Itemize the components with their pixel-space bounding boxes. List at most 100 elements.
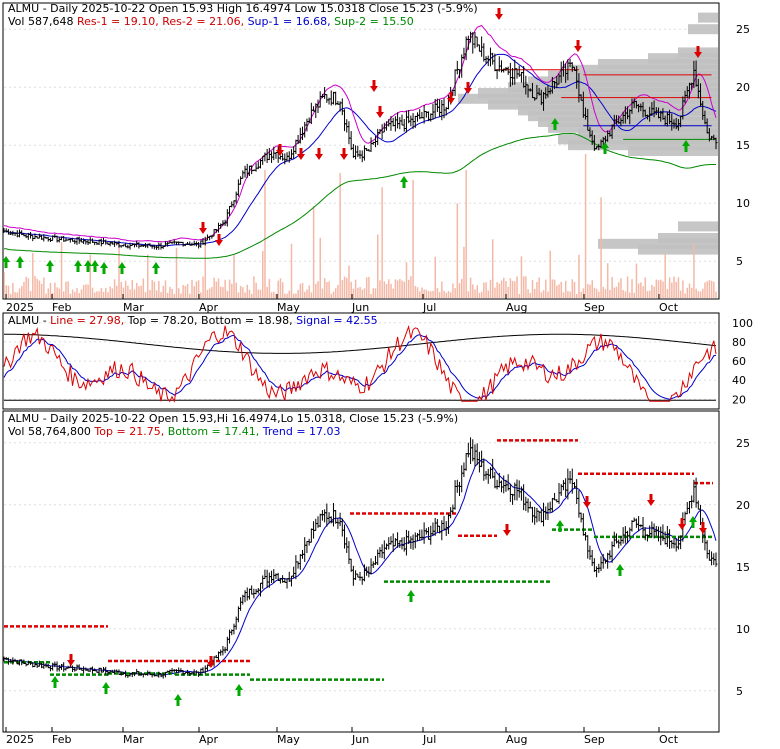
oscillator-panel: 100 80 60 40 20 ALMU - Line = 27.98, Top = 7…	[2, 312, 753, 410]
trend-header-line1: ALMU - Daily 2025-10-22 Open 15.93,Hi 16…	[8, 412, 458, 425]
volume-bar	[600, 197, 602, 298]
volume-bar	[646, 290, 649, 298]
volume-bar	[447, 291, 450, 298]
volume-bar	[226, 290, 229, 298]
volume-bar	[476, 285, 478, 298]
volume-bar	[507, 286, 509, 298]
volume-bar	[63, 291, 65, 298]
volume-bar	[662, 281, 664, 298]
volume-bar	[618, 282, 620, 298]
volume-bar	[682, 280, 684, 298]
volume-bar	[27, 278, 30, 298]
volume-bar	[629, 292, 631, 298]
y-tick-label: 15	[736, 561, 750, 574]
buy-arrow-icon	[100, 262, 108, 274]
volume-bar	[281, 282, 284, 298]
volume-bar	[341, 280, 344, 298]
header-segment: Bottom = 18.98,	[198, 314, 293, 327]
volume-bar	[655, 279, 658, 298]
volume-bar	[587, 284, 589, 298]
volume-bar	[500, 280, 503, 298]
volume-bar	[635, 263, 638, 298]
volume-bar	[184, 286, 187, 298]
volume-bar	[54, 282, 56, 298]
volume-bar	[518, 293, 521, 298]
x-tick-label: Jul	[422, 733, 436, 745]
volume-bar	[487, 290, 490, 298]
volume-bar	[308, 285, 310, 298]
volume-bar	[531, 279, 534, 298]
volume-bar	[147, 254, 149, 298]
volume-bar	[606, 263, 609, 298]
volume-bar	[536, 282, 538, 298]
x-tick-label: Feb	[52, 301, 71, 314]
volume-bar	[595, 288, 598, 298]
profile-bar	[648, 53, 718, 64]
volume-bar	[399, 278, 401, 298]
volume-bar	[611, 276, 613, 298]
volume-bar	[361, 289, 364, 298]
volume-bar	[461, 278, 463, 298]
volume-bar	[277, 280, 279, 298]
volume-bar	[171, 288, 173, 298]
volume-bar	[653, 286, 655, 298]
volume-bar	[155, 290, 158, 298]
y-tick-label: 100	[732, 317, 753, 330]
volume-bar	[350, 281, 352, 298]
volume-bar	[310, 292, 313, 298]
volume-bar	[372, 288, 375, 298]
profile-bar	[658, 233, 718, 243]
buy-arrow-icon	[556, 520, 564, 532]
volume-bar	[436, 287, 439, 298]
volume-bar	[266, 286, 268, 298]
volume-bar	[162, 285, 165, 298]
volume-bar	[118, 242, 120, 298]
volume-bar	[454, 288, 456, 298]
volume-bar	[257, 289, 260, 298]
volume-bar	[533, 288, 536, 298]
volume-bar	[480, 291, 483, 298]
volume-bar	[613, 287, 616, 298]
sell-arrow-icon	[199, 222, 207, 234]
volume-bar	[288, 290, 291, 298]
volume-bar	[337, 284, 339, 298]
volume-bar	[195, 281, 198, 298]
volume-bar	[200, 292, 202, 298]
volume-bar	[43, 277, 45, 298]
volume-bar	[14, 292, 16, 298]
volume-bar	[40, 283, 43, 298]
oscillator-line	[3, 324, 717, 403]
sell-arrow-icon	[694, 46, 702, 58]
volume-bar	[642, 286, 644, 298]
volume-bar	[547, 291, 549, 298]
volume-bar	[250, 293, 253, 298]
volume-bar	[301, 283, 304, 298]
volume-bar	[529, 292, 532, 298]
volume-bar	[390, 283, 392, 298]
volume-bar	[124, 280, 127, 298]
volume-bar	[359, 287, 361, 298]
header-segment: Res-1 = 19.10,	[73, 15, 158, 28]
volume-bar	[270, 292, 273, 298]
volume-bar	[93, 292, 96, 298]
volume-bar	[690, 287, 693, 298]
volume-bar	[414, 286, 417, 298]
volume-bar	[127, 285, 129, 298]
volume-bar	[407, 279, 410, 298]
volume-bar	[633, 292, 635, 298]
volume-bar	[392, 288, 394, 298]
x-tick-label: Mar	[123, 301, 144, 314]
volume-bar	[193, 286, 195, 298]
y-tick-label: 40	[732, 374, 746, 387]
volume-bar	[279, 278, 282, 298]
volume-bar	[702, 288, 704, 298]
volume-bar	[620, 278, 622, 298]
volume-bar	[76, 288, 78, 298]
volume-bar	[441, 281, 443, 298]
volume-bar	[217, 278, 220, 298]
volume-bar	[374, 288, 377, 298]
x-tick-label: Apr	[199, 301, 219, 314]
volume-bar	[573, 281, 576, 298]
volume-bar	[244, 292, 246, 298]
